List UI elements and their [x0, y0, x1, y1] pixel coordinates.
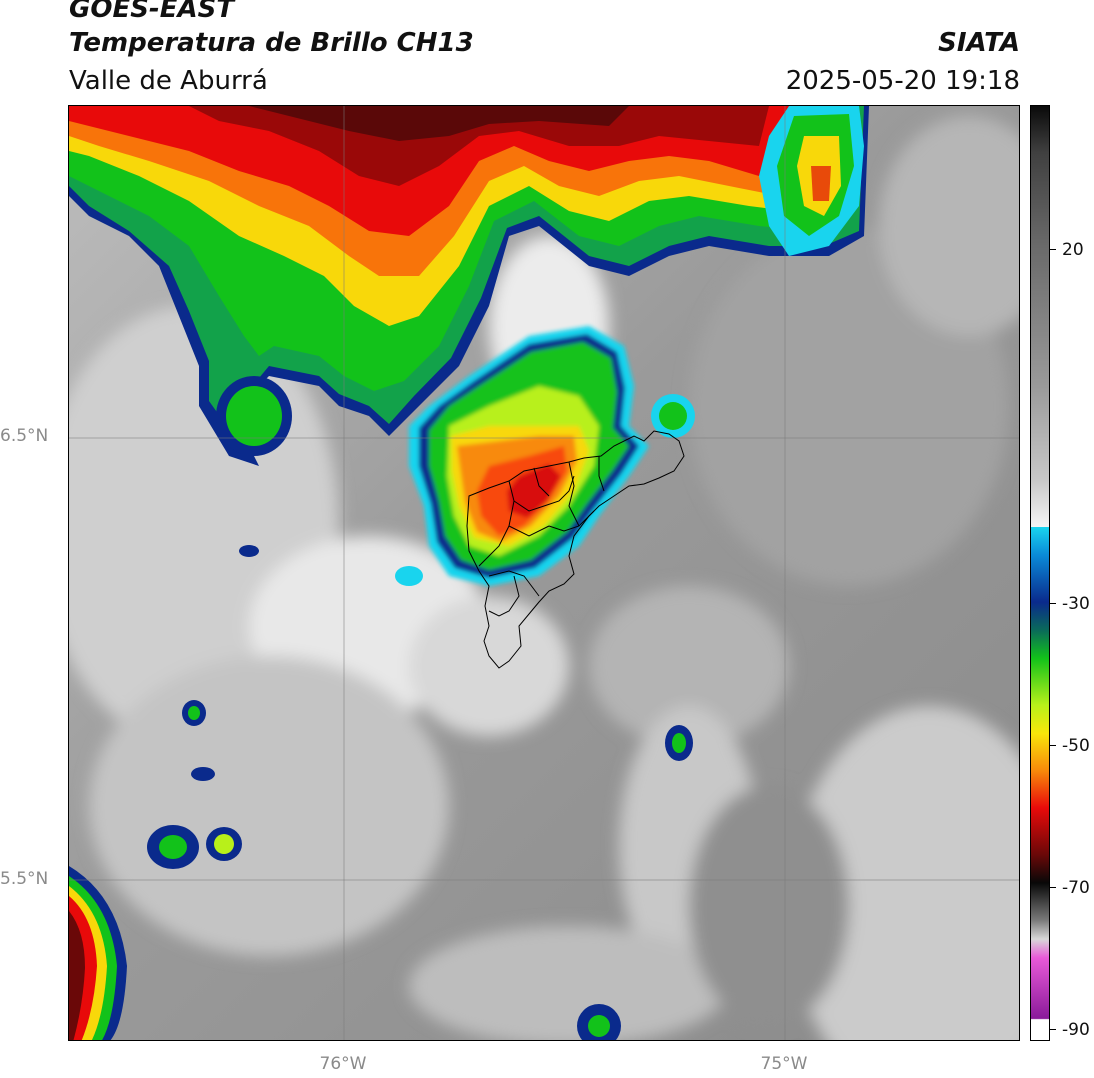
- colorbar-tick: [1050, 249, 1056, 250]
- temperature-colorbar: [1030, 105, 1050, 1041]
- graticule: [69, 106, 1019, 1040]
- colorbar-tick-label: -50: [1062, 736, 1090, 756]
- colorbar-tick-label: 20: [1062, 240, 1084, 260]
- product-title: Temperatura de Brillo CH13: [69, 28, 474, 58]
- convective-cloud-southwest: [69, 866, 127, 1040]
- colorbar-tick: [1050, 1029, 1056, 1030]
- brightness-temperature-map: [69, 106, 1019, 1040]
- satellite-title: GOES-EAST: [69, 0, 235, 24]
- colorbar-tick-label: -90: [1062, 1020, 1090, 1040]
- convective-cloud-north: [69, 106, 869, 466]
- lat-tick-label: 5.5°N: [0, 869, 49, 889]
- lon-tick-label: 76°W: [319, 1054, 367, 1074]
- lon-tick-label: 75°W: [760, 1054, 808, 1074]
- storm-cell-aburra: [409, 326, 649, 586]
- colorbar-tick: [1050, 603, 1056, 604]
- colorbar-tick: [1050, 887, 1056, 888]
- lat-tick-label: 6.5°N: [0, 426, 49, 446]
- municipal-boundaries: [466, 430, 685, 669]
- satellite-map[interactable]: [68, 105, 1020, 1041]
- colorbar-tick-label: -30: [1062, 594, 1090, 614]
- isolated-cells: [147, 376, 695, 1040]
- colorbar-tick-label: -70: [1062, 878, 1090, 898]
- organization-label: SIATA: [938, 28, 1020, 58]
- colorbar-tick: [1050, 745, 1056, 746]
- region-title: Valle de Aburrá: [69, 66, 268, 96]
- timestamp-label: 2025-05-20 19:18: [785, 66, 1020, 96]
